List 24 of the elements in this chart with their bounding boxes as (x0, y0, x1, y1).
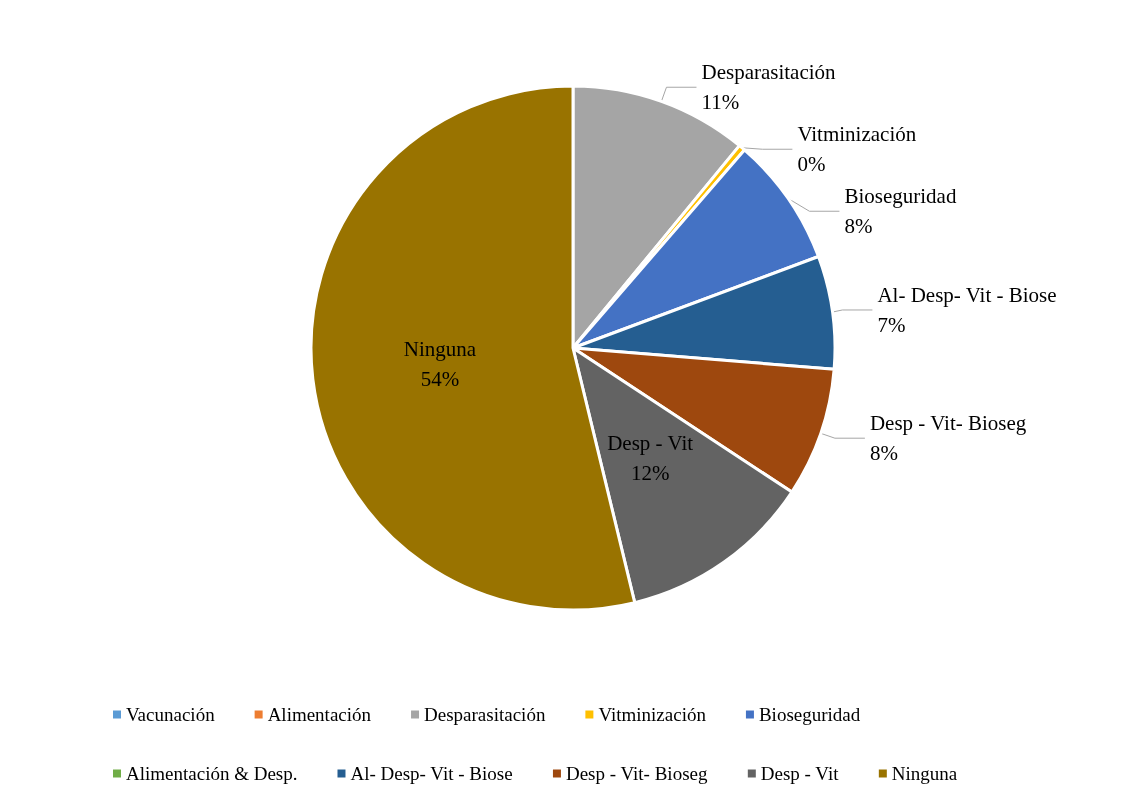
slice-label: Desp - Vit (607, 430, 694, 455)
legend-label: Desp - Vit (760, 763, 840, 784)
data-label: 8% (869, 441, 898, 466)
legend-label: Alimentación & Desp. (126, 763, 298, 784)
legend-label: Desp - Vit- Bioseg (565, 763, 708, 784)
legend-label: Ninguna (891, 763, 958, 784)
slice-label: Ninguna (403, 336, 477, 361)
slice-label: Desp - Vit- Bioseg (869, 411, 1027, 436)
slice-label: Al- Desp- Vit - Biose (877, 282, 1057, 307)
legend-label: Bioseguridad (758, 704, 861, 725)
legend-label: Vacunación (126, 704, 216, 725)
legend-label: Desparasitación (424, 704, 546, 725)
slice-label: Bioseguridad (844, 184, 957, 209)
data-label: 0% (797, 152, 826, 177)
legend-label: Vitminización (598, 704, 707, 725)
data-label: 7% (877, 312, 906, 337)
data-label: 12% (630, 460, 670, 485)
legend-label: Alimentación (267, 704, 372, 725)
data-label: 8% (844, 214, 873, 239)
slice-label: Desparasitación (701, 60, 837, 85)
data-label: 54% (420, 366, 460, 391)
legend-label: Al- Desp- Vit - Biose (350, 763, 513, 784)
data-label: 11% (701, 90, 740, 115)
slice-label: Vitminización (797, 122, 917, 147)
